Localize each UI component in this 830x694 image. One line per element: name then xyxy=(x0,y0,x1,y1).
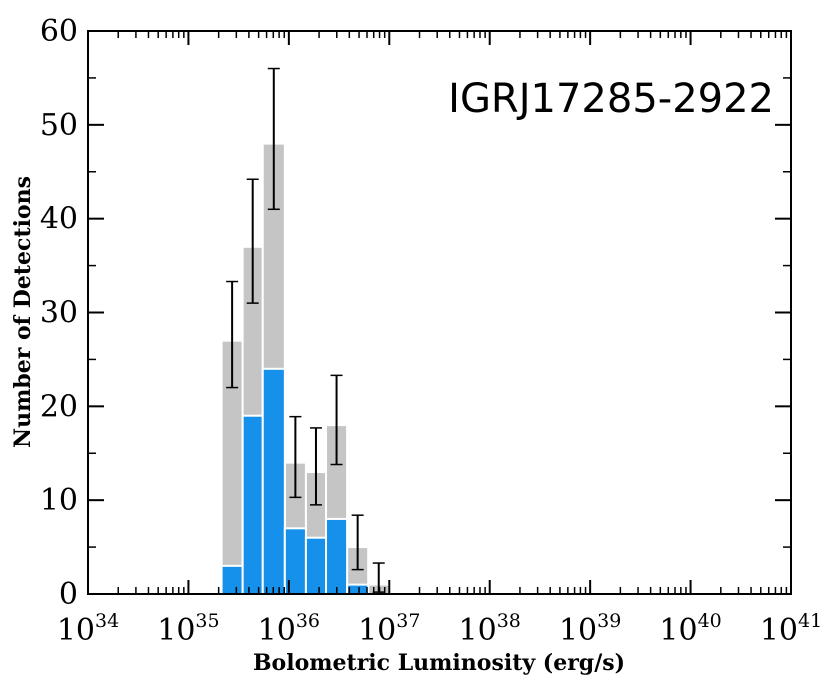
x-tick-label: 1035 xyxy=(157,610,219,648)
y-tick-label: 40 xyxy=(40,202,78,237)
y-tick-label: 60 xyxy=(40,14,78,49)
bars-layer xyxy=(220,142,391,596)
source-name-annotation: IGRJ17285-2922 xyxy=(448,76,774,122)
x-tick-label: 1041 xyxy=(760,610,822,648)
x-tick-label: 1039 xyxy=(559,610,621,648)
y-tick-label: 20 xyxy=(40,389,78,424)
x-tick-label: 1036 xyxy=(258,610,320,648)
x-tick-label: 1038 xyxy=(459,610,521,648)
bar-subset xyxy=(241,414,264,596)
bar-subset xyxy=(220,564,244,595)
bar-subset xyxy=(325,517,349,596)
ticks-layer xyxy=(87,30,792,595)
x-tick-label: 1034 xyxy=(57,610,119,648)
error-bars-layer xyxy=(226,67,385,593)
bar-subset xyxy=(304,536,328,596)
y-tick-label: 0 xyxy=(59,577,78,612)
y-tick-label: 30 xyxy=(40,296,78,331)
bar-subset xyxy=(346,583,370,595)
y-axis-title: Number of Detections xyxy=(10,176,36,448)
x-tick-labels: 1034 1035 1036 1037 1038 1039 1040 1041 xyxy=(57,610,822,648)
x-tick-label: 1037 xyxy=(358,610,420,648)
y-tick-label: 10 xyxy=(40,483,78,518)
x-axis-title: Bolometric Luminosity (erg/s) xyxy=(253,650,625,676)
x-tick-label: 1040 xyxy=(659,610,721,648)
y-tick-labels: 0 10 20 30 40 50 60 xyxy=(40,14,78,612)
bar-subset xyxy=(261,367,286,595)
y-tick-label: 50 xyxy=(40,108,78,143)
